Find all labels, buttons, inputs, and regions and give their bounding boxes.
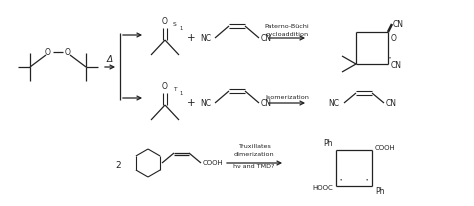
Text: '': '' [339,179,343,184]
Text: hν and TMD?: hν and TMD? [233,165,275,170]
Text: Paterno-Büchi: Paterno-Büchi [264,23,310,28]
Text: CN: CN [386,98,397,108]
Text: CN: CN [393,20,404,28]
Text: COOH: COOH [375,145,396,151]
Text: +: + [187,33,195,43]
Text: HOOC: HOOC [312,185,333,191]
Text: Ph: Ph [323,139,333,149]
Text: dimerization: dimerization [234,152,274,158]
Text: NC: NC [200,34,211,42]
Text: NC: NC [328,98,339,108]
Text: T: T [173,87,177,92]
Text: '': '' [365,179,369,184]
Text: O: O [45,48,51,56]
Text: O: O [162,82,168,90]
Text: CN: CN [261,98,272,108]
Text: Isomerization: Isomerization [265,95,309,99]
Text: O: O [162,16,168,26]
Text: O: O [391,34,397,43]
Text: 1: 1 [179,26,182,31]
Text: S: S [173,22,177,27]
Text: '': '' [389,57,392,62]
Text: 1: 1 [179,91,182,96]
Text: Δ: Δ [107,55,113,63]
Text: O: O [65,48,71,56]
Text: 2: 2 [115,160,121,170]
Text: cycloaddition: cycloaddition [265,32,309,36]
Text: CN: CN [261,34,272,42]
Text: +: + [187,98,195,108]
Text: Truxillates: Truxillates [237,144,271,150]
Text: NC: NC [200,98,211,108]
Text: Ph: Ph [375,187,384,197]
Text: COOH: COOH [203,160,224,166]
Text: CN: CN [391,62,402,70]
